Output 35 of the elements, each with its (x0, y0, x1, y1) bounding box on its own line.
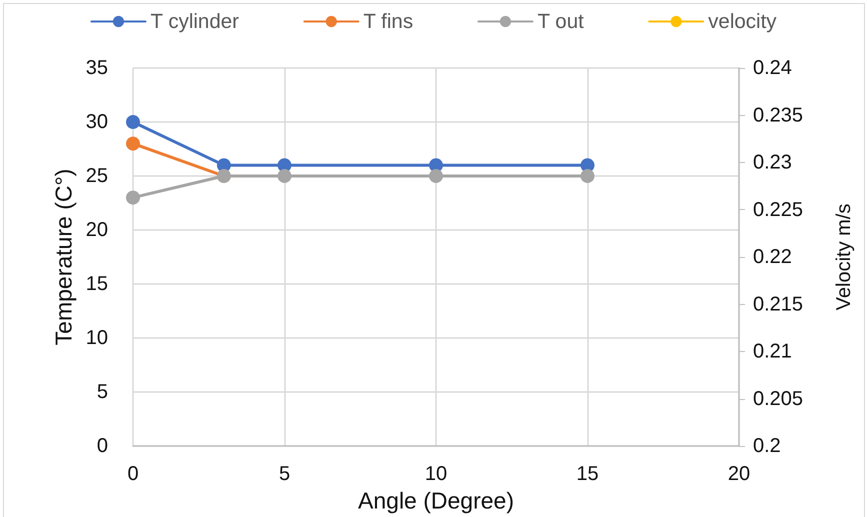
point (126, 115, 140, 129)
x-tick-label: 15 (576, 463, 599, 485)
y2-tick-label: 0.205 (753, 388, 804, 410)
legend-label: T fins (363, 10, 414, 33)
y-tick-label: 20 (86, 219, 108, 241)
y2-tick-label: 0.235 (753, 104, 804, 126)
y2-tick-label: 0.2 (753, 435, 781, 457)
y-axis-title: Temperature (C°) (50, 168, 76, 346)
point (126, 190, 140, 205)
point (126, 136, 140, 151)
y2-tick-label: 0.21 (753, 340, 792, 362)
x-tick-label: 0 (127, 463, 139, 485)
legend-label: T out (537, 10, 584, 33)
y2-tick-label: 0.23 (753, 152, 792, 174)
x-tick-label: 5 (278, 463, 290, 485)
legend-label: T cylinder (150, 10, 240, 33)
y2-tick-label: 0.22 (753, 246, 792, 268)
y-tick-label: 15 (86, 273, 108, 295)
point (278, 169, 292, 183)
y-tick-label: 5 (96, 381, 108, 403)
y-tick-label: 25 (86, 165, 108, 187)
legend-label: velocity (708, 10, 778, 33)
y2-axis-title: Velocity m/s (833, 204, 855, 310)
x-tick-label: 20 (728, 463, 750, 485)
y-tick-label: 35 (86, 57, 108, 79)
y2-tick-label: 0.215 (753, 293, 804, 316)
y-tick-label: 0 (96, 435, 108, 457)
x-axis-title: Angle (Degree) (358, 488, 514, 514)
y2-tick-label: 0.24 (753, 57, 792, 79)
y2-tick-label: 0.225 (753, 198, 804, 221)
x-tick-label: 10 (424, 463, 448, 485)
point (429, 169, 443, 183)
y-tick-label: 10 (86, 327, 108, 349)
point (580, 169, 594, 183)
y-tick-label: 30 (86, 111, 108, 133)
